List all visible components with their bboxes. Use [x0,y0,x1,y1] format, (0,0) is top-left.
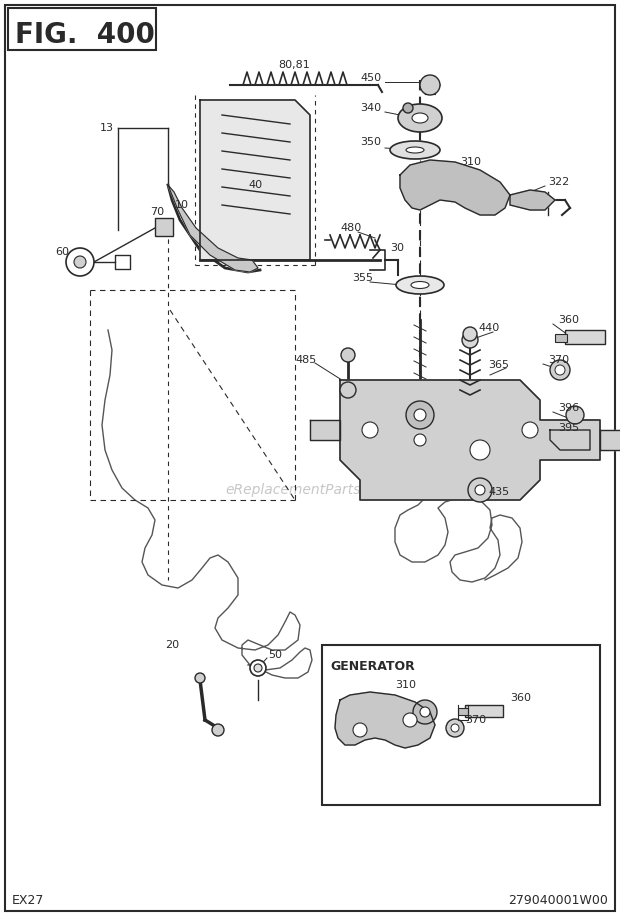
Text: 365: 365 [488,360,509,370]
Text: 370: 370 [465,715,486,725]
Circle shape [250,660,266,676]
Circle shape [341,348,355,362]
Circle shape [406,401,434,429]
Text: 30: 30 [390,243,404,253]
Circle shape [566,406,584,424]
Circle shape [468,478,492,502]
Circle shape [413,700,437,724]
Circle shape [403,103,413,113]
Circle shape [362,422,378,438]
Polygon shape [550,430,590,450]
Circle shape [353,723,367,737]
Text: 355: 355 [352,273,373,283]
Polygon shape [310,420,340,440]
Text: 480: 480 [340,223,361,233]
Polygon shape [400,160,510,215]
Circle shape [451,724,459,732]
Circle shape [195,673,205,683]
Text: 485: 485 [295,355,316,365]
Text: eReplacementParts.com: eReplacementParts.com [225,483,395,497]
Ellipse shape [390,141,440,159]
Text: 450: 450 [360,73,381,83]
Circle shape [463,327,477,341]
Circle shape [414,409,426,421]
Circle shape [470,440,490,460]
Circle shape [212,724,224,736]
Text: 310: 310 [395,680,416,690]
Bar [8,8,156,50]
Text: 13: 13 [100,123,114,133]
Circle shape [66,248,94,276]
Circle shape [522,422,538,438]
Polygon shape [168,185,258,272]
Text: GENERATOR: GENERATOR [330,660,415,673]
Text: 360: 360 [510,693,531,703]
Ellipse shape [406,147,424,153]
Bar [565,330,605,344]
Text: 310: 310 [460,157,481,167]
Text: 395: 395 [558,423,579,433]
Circle shape [420,707,430,717]
Bar [465,705,503,717]
Text: 322: 322 [548,177,569,187]
Ellipse shape [412,113,428,123]
Bar [155,218,173,236]
Circle shape [414,434,426,446]
Circle shape [555,365,565,375]
Text: 70: 70 [150,207,164,217]
Ellipse shape [411,281,429,289]
Ellipse shape [396,276,444,294]
Polygon shape [600,430,620,450]
Text: 350: 350 [360,137,381,147]
Circle shape [254,664,262,672]
Bar [458,708,468,715]
Text: 60: 60 [55,247,69,257]
Circle shape [446,719,464,737]
Text: 50: 50 [268,650,282,660]
Text: 40: 40 [248,180,262,190]
Text: 440: 440 [478,323,499,333]
Text: 20: 20 [165,640,179,650]
Text: 360: 360 [558,315,579,325]
Text: 80,81: 80,81 [278,60,310,70]
Text: 10: 10 [175,200,189,210]
Text: FIG.  400: FIG. 400 [15,21,155,49]
Polygon shape [335,692,435,748]
Circle shape [420,75,440,95]
Text: 340: 340 [360,103,381,113]
Circle shape [462,332,478,348]
Circle shape [74,256,86,268]
Text: EX27: EX27 [12,893,45,907]
Text: 396: 396 [558,403,579,413]
Circle shape [403,713,417,727]
Polygon shape [340,380,600,500]
Ellipse shape [398,104,442,132]
Bar [555,334,567,342]
Polygon shape [510,190,555,210]
Bar [322,645,600,805]
Text: 370: 370 [548,355,569,365]
Text: 279040001W00: 279040001W00 [508,893,608,907]
Circle shape [340,382,356,398]
Circle shape [475,485,485,495]
Text: 435: 435 [488,487,509,497]
Polygon shape [200,100,310,260]
Circle shape [550,360,570,380]
